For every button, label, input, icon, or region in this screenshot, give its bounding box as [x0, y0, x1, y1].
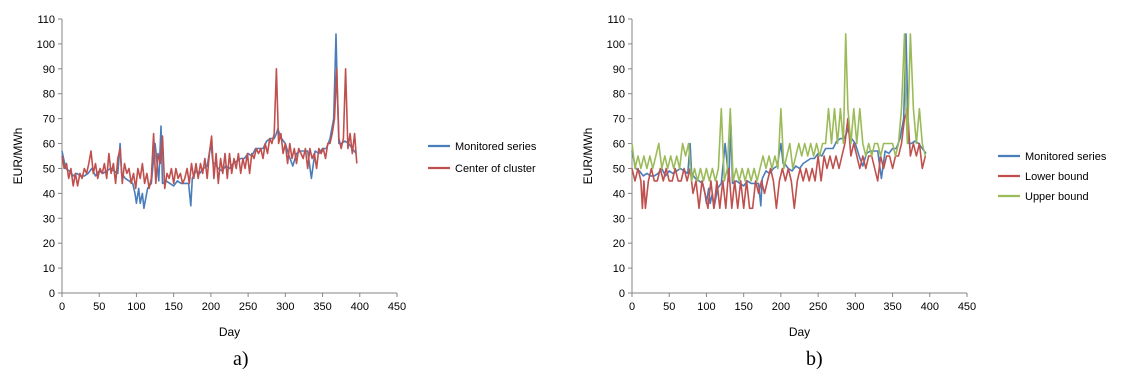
y-tick-label: 0	[619, 288, 625, 300]
y-tick-label: 110	[37, 14, 55, 26]
x-tick-label: 200	[202, 301, 220, 313]
x-tick-label: 300	[276, 301, 294, 313]
x-tick-label: 50	[93, 301, 105, 313]
chart-a-svg: 0 10 20 30 40 50 60 70 80 90 100 110 0 50 100 150 200 250…	[11, 14, 537, 339]
legend-label: Monitored series	[1025, 151, 1107, 163]
y-tick-label: 60	[613, 139, 625, 151]
y-tick-label: 10	[43, 263, 55, 275]
x-tick-label: 150	[734, 301, 752, 313]
x-tick-label: 400	[351, 301, 369, 313]
y-tick-label: 30	[613, 213, 625, 225]
x-tick-label: 100	[697, 301, 715, 313]
x-tick-label: 0	[59, 301, 65, 313]
chart-panel-a: 0 10 20 30 40 50 60 70 80 90 100 110 0 50 100 150 200 250…	[11, 14, 537, 370]
series-line-lower-bound	[631, 107, 927, 210]
series-line-center-of-cluster	[61, 68, 358, 190]
legend-label: Upper bound	[1025, 191, 1089, 203]
y-tick-label: 40	[613, 188, 625, 200]
x-tick-label: 200	[772, 301, 790, 313]
y-axis-label: EUR/MWh	[581, 128, 595, 185]
y-tick-label: 100	[607, 39, 625, 51]
x-tick-label: 100	[127, 301, 145, 313]
y-tick-label: 40	[43, 188, 55, 200]
x-tick-label: 250	[809, 301, 827, 313]
legend-label: Center of cluster	[455, 163, 536, 175]
y-tick-label: 70	[43, 114, 55, 126]
x-axis-label: Day	[219, 325, 240, 339]
y-tick-label: 20	[43, 238, 55, 250]
y-tick-label: 110	[607, 14, 625, 26]
y-tick-label: 70	[613, 114, 625, 126]
x-tick-label: 350	[883, 301, 901, 313]
x-tick-label: 50	[663, 301, 675, 313]
x-tick-label: 250	[239, 301, 257, 313]
x-tick-label: 300	[846, 301, 864, 313]
y-axis-label: EUR/MWh	[11, 128, 25, 185]
x-tick-label: 150	[164, 301, 182, 313]
x-tick-label: 450	[388, 301, 406, 313]
x-axis-label: Day	[789, 325, 810, 339]
y-tick-label: 10	[613, 263, 625, 275]
y-tick-label: 100	[37, 39, 55, 51]
x-tick-label: 400	[921, 301, 939, 313]
y-tick-label: 30	[43, 213, 55, 225]
series-line-upper-bound	[631, 33, 927, 182]
x-tick-label: 450	[958, 301, 976, 313]
y-tick-label: 50	[613, 163, 625, 175]
y-tick-label: 90	[43, 64, 55, 76]
y-tick-label: 80	[613, 89, 625, 101]
caption-a: a)	[233, 348, 249, 370]
legend-label: Lower bound	[1025, 171, 1089, 183]
x-tick-label: 0	[629, 301, 635, 313]
y-tick-label: 20	[613, 238, 625, 250]
caption-b: b)	[806, 348, 823, 370]
chart-panel-b: 0 10 20 30 40 50 60 70 80 90 100 110 0 50 100 150 200 250…	[570, 0, 1140, 388]
y-tick-label: 0	[49, 288, 55, 300]
chart-b-svg: 0 10 20 30 40 50 60 70 80 90 100 110 0 50 100 150 200 250…	[581, 14, 1107, 339]
legend-label: Monitored series	[455, 141, 537, 153]
x-tick-label: 350	[313, 301, 331, 313]
y-tick-label: 60	[43, 139, 55, 151]
y-tick-label: 80	[43, 89, 55, 101]
series-line-monitored-series	[61, 33, 357, 210]
y-tick-label: 90	[613, 64, 625, 76]
y-tick-label: 50	[43, 163, 55, 175]
